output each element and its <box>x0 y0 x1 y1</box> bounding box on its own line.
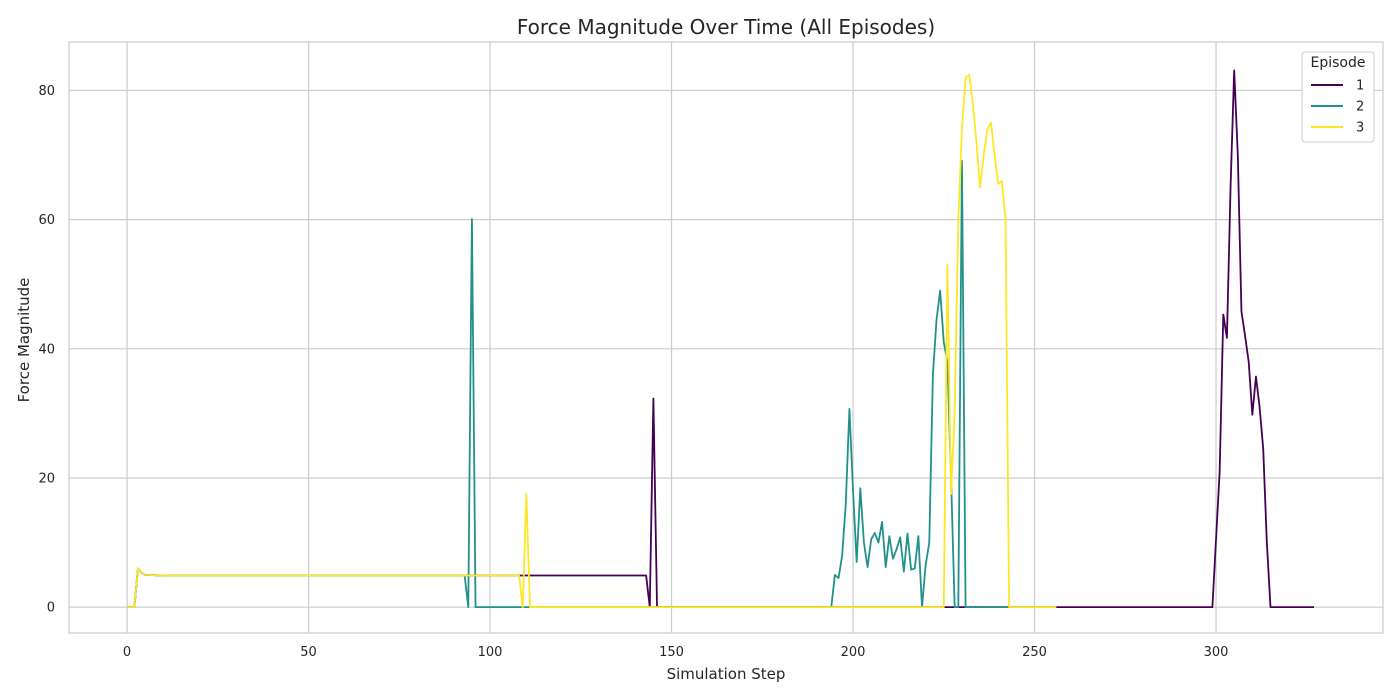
legend-label-episode-3: 3 <box>1356 121 1364 136</box>
plot-area <box>68 41 1384 634</box>
legend-title: Episode <box>1311 55 1366 71</box>
x-tick-label: 150 <box>659 645 684 660</box>
y-axis-label: Force Magnitude <box>15 278 33 403</box>
legend-label-episode-2: 2 <box>1356 100 1364 115</box>
series-line-episode-3 <box>127 74 1057 609</box>
legend: Episode 1 2 3 <box>1301 51 1375 143</box>
x-tick-label: 0 <box>123 645 131 660</box>
y-tick-label: 40 <box>38 342 55 357</box>
series-line-episode-2 <box>127 159 1010 609</box>
x-axis-ticks: 0 50 100 150 200 250 300 <box>123 645 1229 660</box>
legend-items: 1 2 3 <box>1311 79 1364 136</box>
y-tick-label: 0 <box>47 601 55 616</box>
x-tick-label: 100 <box>478 645 503 660</box>
legend-label-episode-1: 1 <box>1356 79 1364 94</box>
y-tick-label: 60 <box>38 213 55 228</box>
x-axis-label: Simulation Step <box>667 665 786 683</box>
y-tick-label: 80 <box>38 84 55 99</box>
y-axis-ticks: 0 20 40 60 80 <box>38 84 55 616</box>
legend-box <box>1301 51 1375 143</box>
grid-lines <box>69 42 1383 633</box>
series-lines <box>127 69 1315 609</box>
x-tick-label: 300 <box>1204 645 1229 660</box>
x-tick-label: 200 <box>841 645 866 660</box>
chart-title: Force Magnitude Over Time (All Episodes) <box>517 15 935 39</box>
x-tick-label: 50 <box>300 645 317 660</box>
y-tick-label: 20 <box>38 471 55 486</box>
x-tick-label: 250 <box>1022 645 1047 660</box>
